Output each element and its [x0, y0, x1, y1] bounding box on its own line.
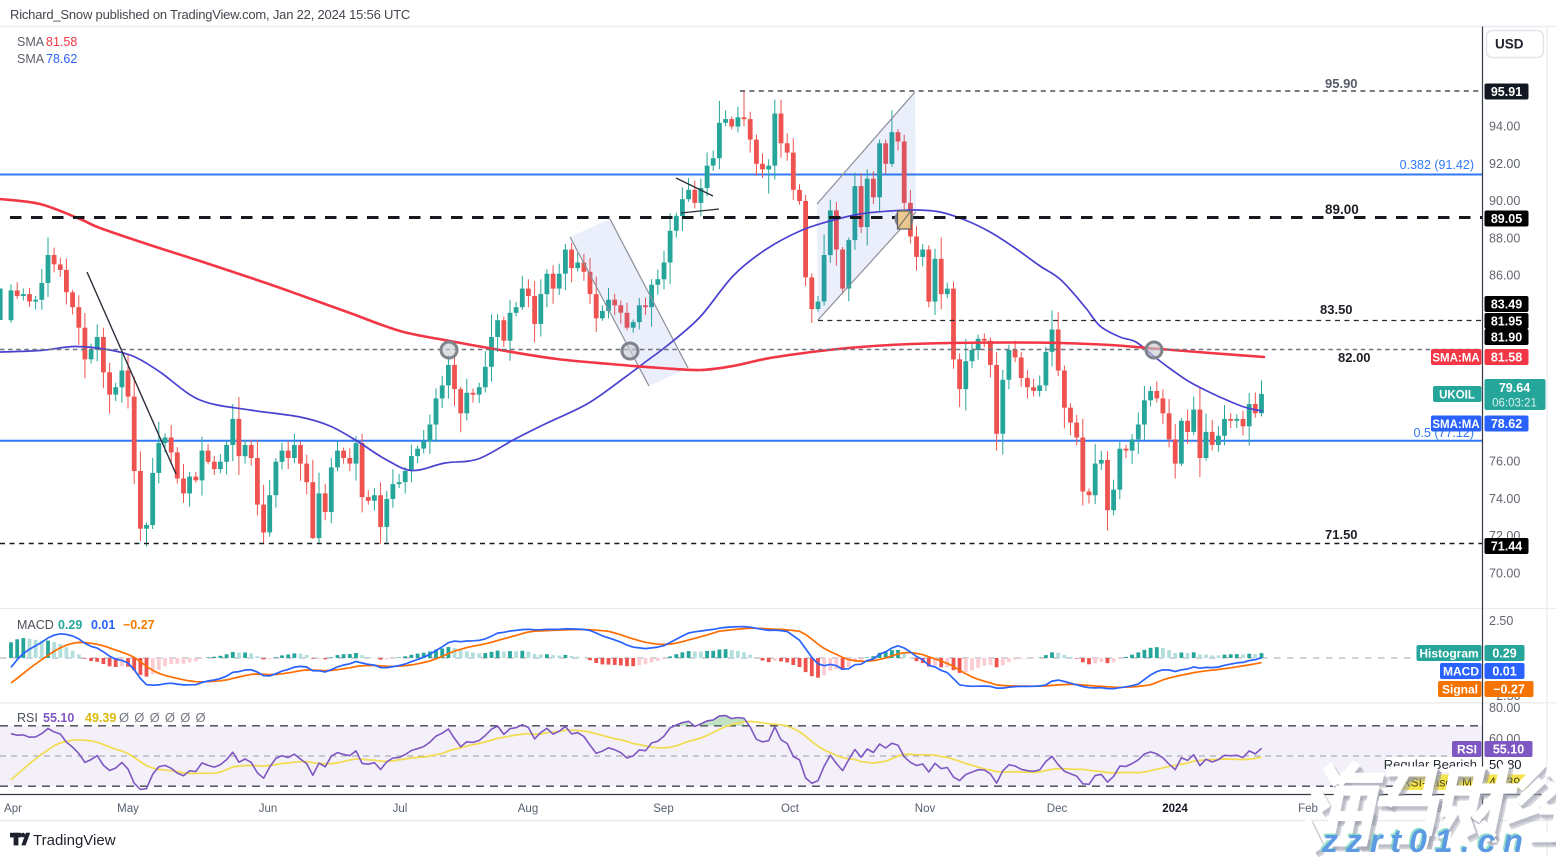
- svg-text:Signal: Signal: [1442, 683, 1478, 697]
- svg-text:−0.27: −0.27: [1493, 683, 1525, 697]
- svg-text:0.29: 0.29: [1492, 647, 1516, 661]
- svg-text:Aug: Aug: [518, 803, 538, 815]
- svg-text:55.10: 55.10: [43, 711, 74, 725]
- svg-text:90.00: 90.00: [1489, 194, 1520, 208]
- svg-text:81.58: 81.58: [1491, 351, 1522, 365]
- svg-text:0.382 (91.42): 0.382 (91.42): [1400, 158, 1474, 172]
- svg-text:78.62: 78.62: [46, 52, 77, 66]
- svg-text:74.00: 74.00: [1489, 492, 1520, 506]
- svg-text:94.00: 94.00: [1489, 120, 1520, 134]
- svg-text:0.29: 0.29: [58, 618, 82, 632]
- svg-text:92.00: 92.00: [1489, 157, 1520, 171]
- svg-text:Feb: Feb: [1298, 803, 1318, 815]
- svg-text:Oct: Oct: [781, 803, 800, 815]
- svg-text:83.49: 83.49: [1491, 298, 1522, 312]
- svg-text:81.58: 81.58: [46, 35, 77, 49]
- svg-text:Ø: Ø: [119, 710, 129, 725]
- svg-text:Sep: Sep: [653, 803, 673, 815]
- svg-text:−0.27: −0.27: [123, 618, 155, 632]
- svg-text:2.50: 2.50: [1489, 614, 1513, 628]
- svg-text:0.01: 0.01: [91, 618, 115, 632]
- svg-text:Nov: Nov: [915, 803, 936, 815]
- svg-text:82.00: 82.00: [1338, 350, 1371, 365]
- svg-text:SMA: SMA: [17, 35, 45, 49]
- svg-text:RSI: RSI: [1457, 743, 1477, 757]
- svg-text:SMA:MA: SMA:MA: [1432, 353, 1479, 365]
- svg-text:USD: USD: [1495, 37, 1524, 52]
- svg-text:SMA:MA: SMA:MA: [1432, 419, 1479, 431]
- svg-text:Richard_Snow published on Trad: Richard_Snow published on TradingView.co…: [10, 7, 410, 22]
- svg-text:55.10: 55.10: [1493, 743, 1524, 757]
- svg-text:88.00: 88.00: [1489, 231, 1520, 245]
- svg-text:RSI: RSI: [17, 711, 38, 725]
- svg-text:76.00: 76.00: [1489, 455, 1520, 469]
- svg-text:71.44: 71.44: [1491, 540, 1522, 554]
- svg-text:Ø: Ø: [196, 710, 206, 725]
- svg-text:70.00: 70.00: [1489, 566, 1520, 580]
- svg-text:06:03:21: 06:03:21: [1492, 398, 1537, 410]
- svg-text:Ø: Ø: [180, 710, 190, 725]
- svg-text:89.05: 89.05: [1491, 212, 1522, 226]
- svg-text:Apr: Apr: [4, 803, 22, 815]
- svg-text:89.00: 89.00: [1325, 202, 1359, 217]
- svg-text:TradingView: TradingView: [33, 832, 116, 849]
- svg-text:95.91: 95.91: [1491, 85, 1522, 99]
- svg-text:Dec: Dec: [1047, 803, 1068, 815]
- svg-text:Ø: Ø: [150, 710, 160, 725]
- svg-text:71.50: 71.50: [1325, 527, 1358, 542]
- svg-text:2024: 2024: [1162, 803, 1188, 815]
- svg-text:79.64: 79.64: [1499, 381, 1530, 395]
- svg-text:78.62: 78.62: [1491, 417, 1522, 431]
- svg-text:49.39: 49.39: [85, 711, 116, 725]
- svg-text:May: May: [117, 803, 139, 815]
- svg-text:Jun: Jun: [259, 803, 278, 815]
- svg-text:95.90: 95.90: [1325, 76, 1358, 91]
- svg-text:MACD: MACD: [17, 618, 54, 632]
- svg-text:Jul: Jul: [393, 803, 408, 815]
- svg-text:Ø: Ø: [165, 710, 175, 725]
- svg-text:81.90: 81.90: [1491, 331, 1522, 345]
- svg-text:81.95: 81.95: [1491, 315, 1522, 329]
- svg-text:SMA: SMA: [17, 52, 45, 66]
- svg-text:UKOIL: UKOIL: [1439, 390, 1475, 402]
- svg-text:86.00: 86.00: [1489, 269, 1520, 283]
- svg-text:MACD: MACD: [1443, 665, 1479, 679]
- svg-text:83.50: 83.50: [1320, 302, 1353, 317]
- svg-text:80.00: 80.00: [1489, 701, 1520, 715]
- svg-text:Histogram: Histogram: [1419, 647, 1478, 661]
- svg-text:Ø: Ø: [134, 710, 144, 725]
- svg-text:0.01: 0.01: [1492, 665, 1516, 679]
